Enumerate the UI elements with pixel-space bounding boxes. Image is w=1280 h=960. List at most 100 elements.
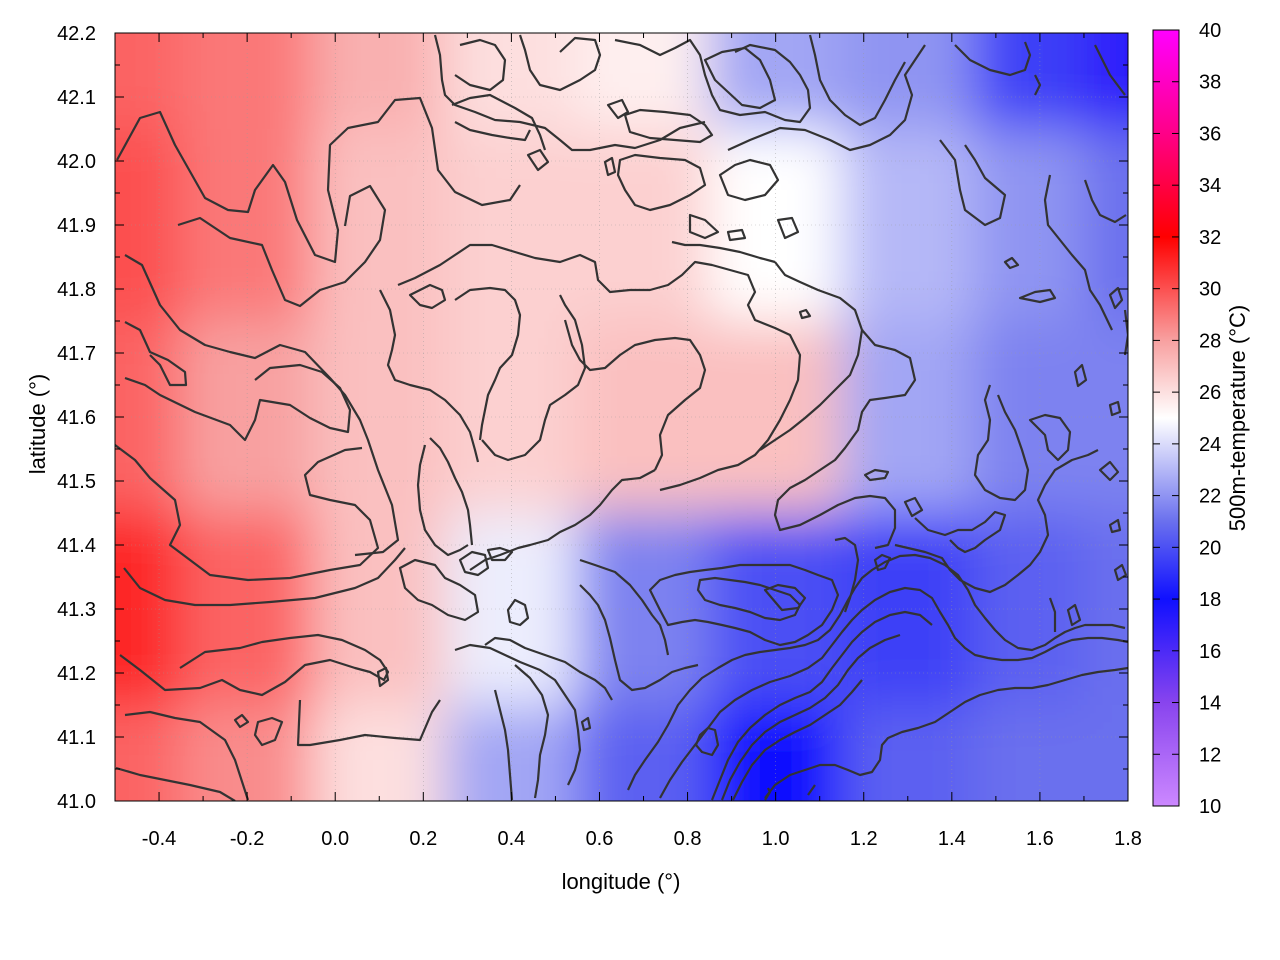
contour-line xyxy=(1083,179,1127,224)
contour-line xyxy=(506,598,530,627)
contour-line xyxy=(116,96,521,264)
x-tick-label: -0.4 xyxy=(142,828,176,850)
contour-line xyxy=(526,148,550,172)
contour-line xyxy=(939,139,1007,227)
contour-line xyxy=(1043,174,1113,331)
x-tick-label: 0.2 xyxy=(409,828,437,850)
contour-line xyxy=(454,121,531,142)
x-tick-label: 1.0 xyxy=(762,828,790,850)
colorbar-tick-label: 34 xyxy=(1199,175,1221,197)
contour-line xyxy=(124,254,400,557)
heatmap-cell xyxy=(973,321,1084,513)
contour-line xyxy=(616,153,707,212)
contour-line xyxy=(177,184,387,308)
x-tick-label: 1.6 xyxy=(1026,828,1054,850)
contour-line xyxy=(296,699,441,747)
contour-line xyxy=(493,689,514,801)
contour-line xyxy=(807,784,816,796)
y-tick-label: 41.2 xyxy=(57,663,96,685)
contour-line xyxy=(1108,286,1124,310)
contour-line xyxy=(379,289,480,463)
contour-line xyxy=(763,583,807,612)
contour-line xyxy=(518,34,602,92)
contour-line xyxy=(1108,518,1122,534)
heatmap-cell xyxy=(973,33,1084,129)
contour-line xyxy=(914,510,1007,554)
contour-line xyxy=(623,108,714,144)
contour-line xyxy=(1098,460,1120,482)
contour-line xyxy=(454,38,507,92)
y-axis-label: latitude (°) xyxy=(25,374,50,475)
x-tick-label: 0.6 xyxy=(586,828,614,850)
colorbar-tick-label: 28 xyxy=(1199,330,1221,352)
contour-line xyxy=(798,308,812,320)
heatmap-cell xyxy=(181,705,314,801)
contour-line xyxy=(903,496,924,518)
colorbar-tick-label: 12 xyxy=(1199,744,1221,766)
contour-line xyxy=(124,363,352,442)
contour-line xyxy=(481,294,587,462)
contour-line xyxy=(454,286,522,441)
contour-line xyxy=(627,553,1126,791)
y-tick-label: 42.1 xyxy=(57,87,96,109)
colorbar-tick-label: 32 xyxy=(1199,227,1221,249)
x-axis-tick-labels: -0.4 -0.2 0.0 0.2 0.4 0.6 0.8 1.0 1.2 1.4 1.6 1.8 xyxy=(142,828,1142,850)
contour-line xyxy=(603,156,617,177)
contour-line xyxy=(696,576,802,622)
heatmap-cell xyxy=(973,705,1084,801)
colorbar-tick-label: 38 xyxy=(1199,72,1221,94)
heatmap-cell xyxy=(115,129,182,321)
colorbar-border xyxy=(1152,29,1180,807)
colorbar-tick-label: 16 xyxy=(1199,641,1221,663)
contour-line xyxy=(416,444,469,557)
y-tick-label: 41.5 xyxy=(57,471,96,493)
plot-area xyxy=(114,32,1129,802)
colorbar-tick-label: 40 xyxy=(1199,20,1221,42)
x-tick-label: 0.8 xyxy=(674,828,702,850)
contour-line xyxy=(376,666,390,688)
contour-line xyxy=(119,633,390,697)
y-tick-label: 41.9 xyxy=(57,215,96,237)
heatmap-cell xyxy=(115,705,182,801)
y-tick-label: 42.2 xyxy=(57,23,96,45)
colorbar-tick-label: 22 xyxy=(1199,486,1221,508)
colorbar-tick-label: 36 xyxy=(1199,123,1221,145)
contour-line xyxy=(579,558,670,656)
colorbar-label: 500m-temperature (°C) xyxy=(1225,305,1250,531)
contour-line xyxy=(433,34,706,152)
heatmap-cell xyxy=(115,33,182,129)
colorbar-tick-label: 20 xyxy=(1199,537,1221,559)
contour-line xyxy=(688,213,720,240)
contour-line xyxy=(563,319,707,471)
y-tick-label: 41.8 xyxy=(57,279,96,301)
colorbar-tick-labels: 10 12 14 16 18 20 22 24 26 28 30 32 34 36 38 40 xyxy=(1199,20,1221,818)
x-tick-label: 1.8 xyxy=(1114,828,1142,850)
heatmap-cell xyxy=(445,705,578,801)
contour-line xyxy=(1094,44,1126,96)
contour-line xyxy=(764,787,772,801)
contour-line xyxy=(614,38,812,124)
contour-line xyxy=(671,240,776,264)
heatmap-cell xyxy=(973,513,1084,705)
heatmap-cell xyxy=(709,705,842,801)
colorbar-tick-label: 26 xyxy=(1199,382,1221,404)
contour-line xyxy=(451,93,547,151)
contour-line xyxy=(514,664,550,799)
heatmap-cell xyxy=(1083,33,1128,129)
colorbar: 10 12 14 16 18 20 22 24 26 28 30 32 34 36 38 40 500m-te… xyxy=(1152,20,1250,818)
contour-line xyxy=(776,216,800,240)
contour-line xyxy=(580,716,592,732)
contour-line xyxy=(124,710,250,801)
contour-line xyxy=(894,449,1099,594)
x-tick-label: 1.2 xyxy=(850,828,878,850)
contour-line xyxy=(759,261,864,451)
y-tick-label: 42.0 xyxy=(57,151,96,173)
contour-line xyxy=(454,643,582,786)
contour-line xyxy=(1066,603,1082,627)
contour-line xyxy=(484,636,613,701)
y-tick-label: 41.3 xyxy=(57,599,96,621)
y-tick-label: 41.4 xyxy=(57,535,96,557)
contour-line xyxy=(124,321,188,387)
contour-line xyxy=(720,633,901,801)
contour-line xyxy=(1034,74,1042,96)
